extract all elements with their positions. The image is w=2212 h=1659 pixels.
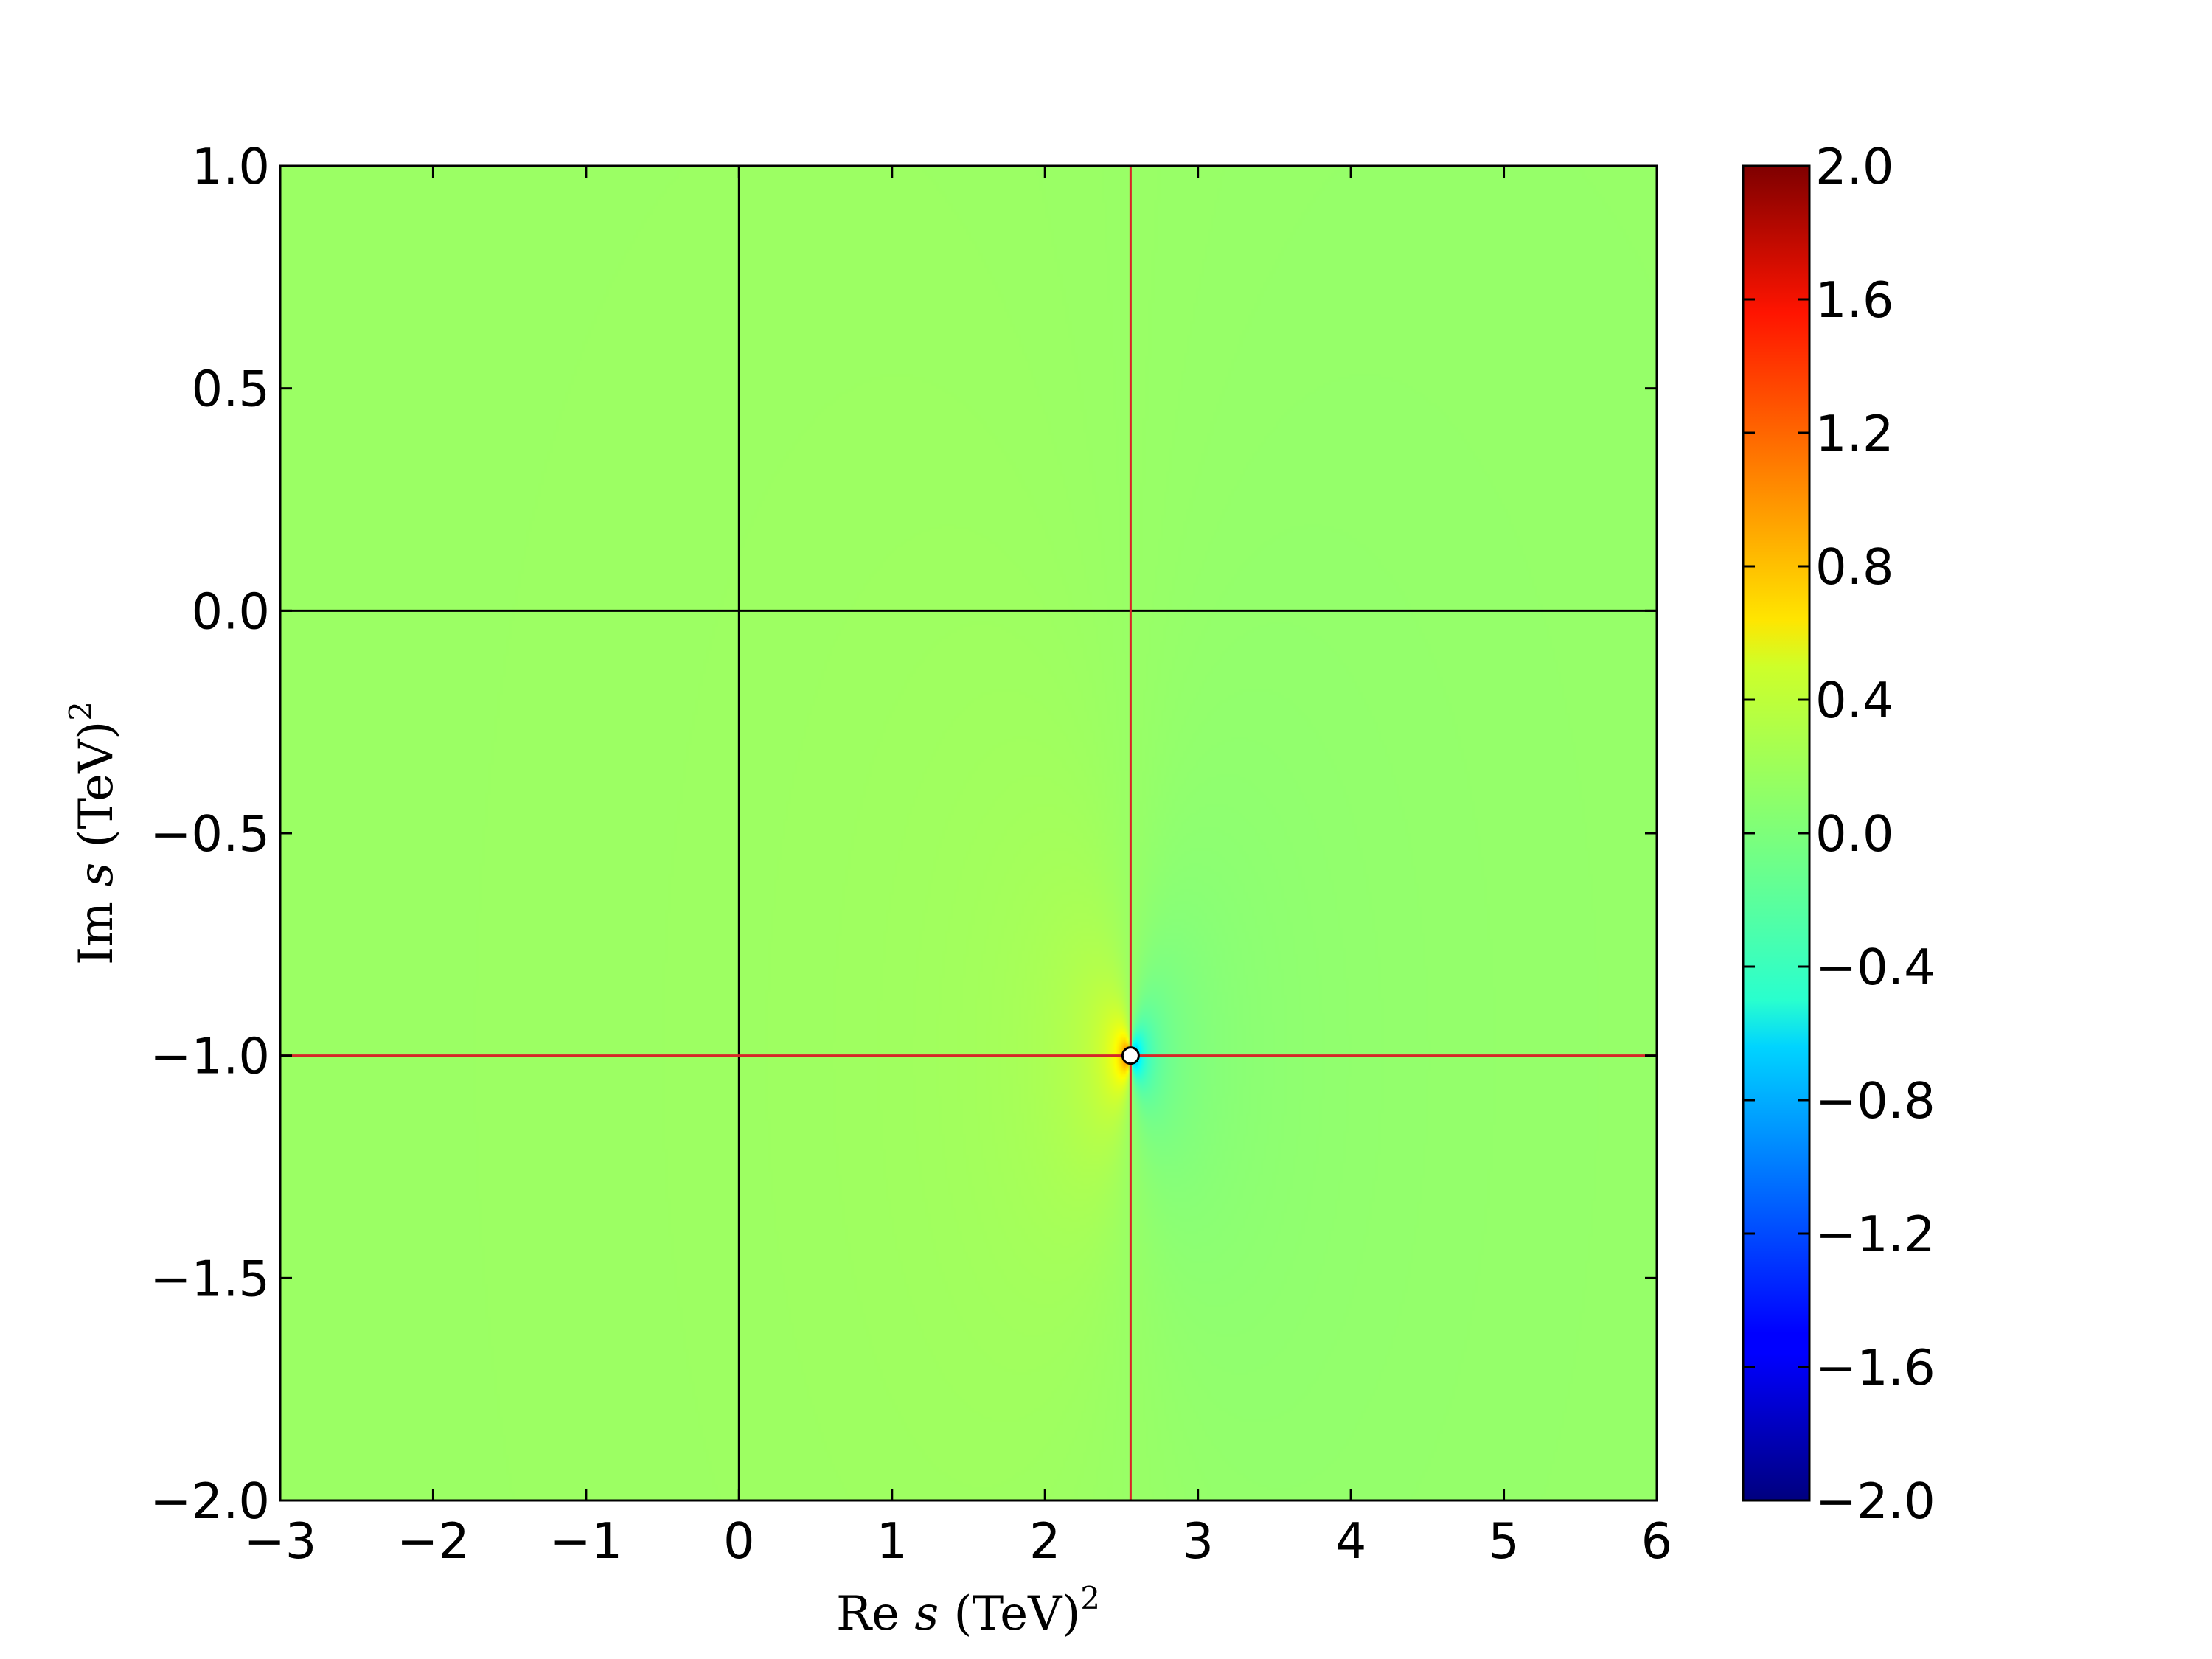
y-tick-label: −1.0: [150, 1028, 270, 1085]
colorbar-tick-label: 0.4: [1815, 672, 1894, 729]
x-tick-label: 6: [1641, 1512, 1673, 1570]
y-tick-label: −1.5: [150, 1250, 270, 1307]
heatmap-field: [280, 166, 1657, 1500]
y-tick-label: 1.0: [191, 138, 270, 195]
colorbar-tick-label: 1.2: [1815, 405, 1894, 462]
colorbar-tick-label: −1.2: [1815, 1206, 1935, 1263]
plot-area: [279, 164, 1658, 1502]
x-tick-label: 5: [1488, 1512, 1520, 1570]
colorbar-tick-label: 1.6: [1815, 271, 1894, 329]
x-axis-label: Re s (TeV)2: [836, 1580, 1100, 1641]
colorbar-tick-label: 0.0: [1815, 805, 1894, 863]
y-axis-ticks: 1.0 0.5 0.0 −0.5 −1.0 −1.5 −2.0: [150, 138, 1657, 1530]
colorbar-tick-label: −0.8: [1815, 1072, 1935, 1130]
y-tick-label: 0.0: [191, 582, 270, 640]
pole-marker: [1121, 1046, 1140, 1065]
colorbar-tick-label: 0.8: [1815, 538, 1894, 596]
colorbar-tick-label: −0.4: [1815, 939, 1935, 996]
x-tick-label: −1: [549, 1512, 622, 1570]
colorbar-ticks: 2.0 1.6 1.2 0.8 0.4 0.0 −0.4 −0.8 −1.2 −1.6 −2.0: [1743, 138, 1935, 1530]
colorbar-tick-label: −2.0: [1815, 1472, 1935, 1530]
x-tick-label: 2: [1029, 1512, 1061, 1570]
x-axis-ticks: −3 −2 −1 0 1 2 3 4 5 6: [244, 166, 1673, 1570]
x-tick-label: −3: [244, 1512, 317, 1570]
y-tick-label: 0.5: [191, 361, 270, 418]
colorbar-tick-label: −1.6: [1815, 1339, 1935, 1397]
x-tick-label: 1: [876, 1512, 908, 1570]
x-tick-label: 3: [1182, 1512, 1214, 1570]
colorbar: 2.0 1.6 1.2 0.8 0.4 0.0 −0.4 −0.8 −1.2 −1.6 −2.0: [1742, 138, 1935, 1530]
x-tick-label: −2: [397, 1512, 470, 1570]
y-tick-label: −0.5: [150, 805, 270, 863]
colorbar-tick-label: 2.0: [1815, 138, 1894, 195]
y-tick-label: −2.0: [150, 1472, 270, 1530]
x-tick-label: 0: [723, 1512, 755, 1570]
y-axis-label: Im s (TeV)2: [63, 701, 124, 965]
x-tick-label: 4: [1335, 1512, 1367, 1570]
